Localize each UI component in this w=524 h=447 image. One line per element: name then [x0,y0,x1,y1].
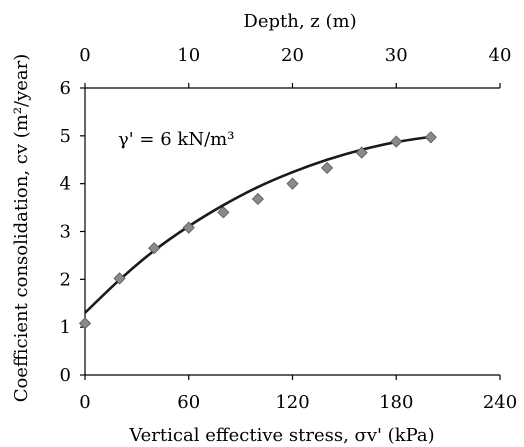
y-tick-label-3: 3 [60,222,71,243]
data-point-7 [321,161,334,174]
x-tick-label-0: 0 [79,392,90,413]
x-tick-label-3: 180 [379,392,413,413]
labels-group: Depth, z (m) Vertical effective stress, … [11,11,435,446]
top-tick-label-3: 30 [385,45,408,66]
axes: 0 60 120 180 240 0 10 20 30 40 0 1 2 3 4 5 6 [60,45,518,413]
y-tick-label-2: 2 [60,269,71,290]
y-axis-title: Coefficient consolidation, cv (m²/year) [11,54,32,403]
data-point-8 [355,146,368,159]
data-point-5 [251,192,264,206]
fit-curve-group [84,135,432,314]
y-tick-label-5: 5 [60,126,71,147]
y-tick-label-0: 0 [60,365,71,386]
y-tick-label-4: 4 [60,174,71,195]
x-tick-label-4: 240 [483,392,517,413]
data-point-1 [113,272,126,285]
data-point-9 [390,135,403,148]
x-axis-title: Vertical effective stress, σv' (kPa) [128,425,434,446]
data-point-10 [424,131,437,144]
unit-weight-annotation: γ' = 6 kN/m³ [118,129,234,150]
fit-curve [84,135,432,314]
y-tick-label-6: 6 [60,78,71,99]
top-tick-label-1: 10 [177,45,200,66]
data-points-group [78,131,437,330]
data-point-6 [286,177,299,190]
top-tick-label-0: 0 [79,45,90,66]
data-point-2 [148,242,161,255]
y-tick-label-1: 1 [60,317,71,338]
top-tick-label-2: 20 [281,45,304,66]
data-point-3 [182,221,195,234]
top-tick-label-4: 40 [489,45,512,66]
data-point-0 [78,317,92,330]
top-axis-title: Depth, z (m) [243,11,356,32]
data-point-4 [217,206,230,219]
x-tick-label-2: 120 [275,392,309,413]
x-tick-label-1: 60 [177,392,200,413]
